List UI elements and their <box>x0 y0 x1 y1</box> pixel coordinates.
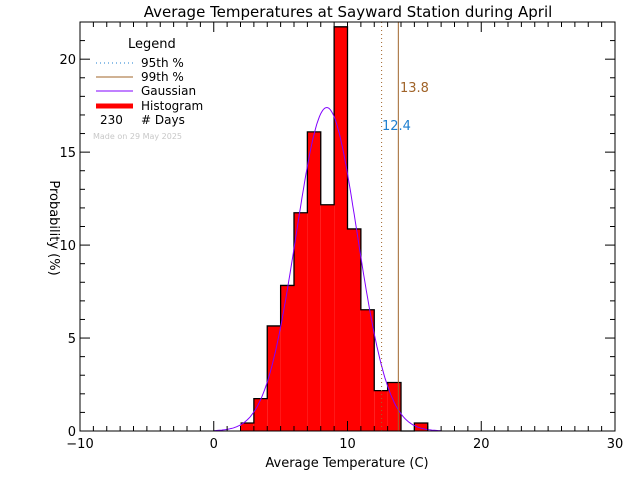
x-axis-label: Average Temperature (C) <box>265 456 428 471</box>
legend-label-gaussian: Gaussian <box>141 84 196 98</box>
legend-label-99th: 99th % <box>141 70 184 84</box>
legend-label-histogram: Histogram <box>141 99 203 113</box>
footnote: Made on 29 May 2025 <box>93 132 182 141</box>
histogram-bar <box>360 309 375 431</box>
histogram-bar <box>240 423 254 431</box>
histogram-bar <box>334 26 348 431</box>
legend-days-label: # Days <box>141 113 185 127</box>
x-tick-label: 10 <box>339 437 356 452</box>
histogram-bar <box>294 212 308 431</box>
legend-days-count: 230 <box>100 113 123 127</box>
gaussian-curve <box>213 107 442 432</box>
y-tick-label: 15 <box>59 146 76 161</box>
legend: Legend 95th % 99th % Gaussian Histogram … <box>93 37 203 141</box>
histogram-bar <box>374 390 388 431</box>
x-tick-label: −10 <box>66 437 93 452</box>
chart-title: Average Temperatures at Sayward Station … <box>144 3 553 21</box>
histogram-bar <box>347 228 361 431</box>
x-tick-label: 20 <box>473 437 490 452</box>
p99-label: 13.8 <box>400 81 429 96</box>
legend-label-95th: 95th % <box>141 56 184 70</box>
y-tick-label: 10 <box>59 239 76 254</box>
histogram-bar <box>280 285 294 431</box>
y-tick-label: 5 <box>68 332 76 347</box>
p95-label: 12.4 <box>382 119 411 134</box>
x-tick-label: 0 <box>210 437 218 452</box>
histogram-bar <box>414 423 428 431</box>
histogram-bar <box>387 382 401 431</box>
histogram-bar <box>307 131 321 432</box>
histogram-bar <box>253 398 268 431</box>
x-tick-label: 30 <box>607 437 624 452</box>
y-tick-label: 0 <box>68 425 76 440</box>
histogram-bar <box>320 204 335 431</box>
histogram-bar <box>267 325 281 431</box>
y-axis-label: Probability (%) <box>46 180 61 275</box>
y-tick-label: 20 <box>59 53 76 68</box>
legend-title: Legend <box>128 37 176 52</box>
